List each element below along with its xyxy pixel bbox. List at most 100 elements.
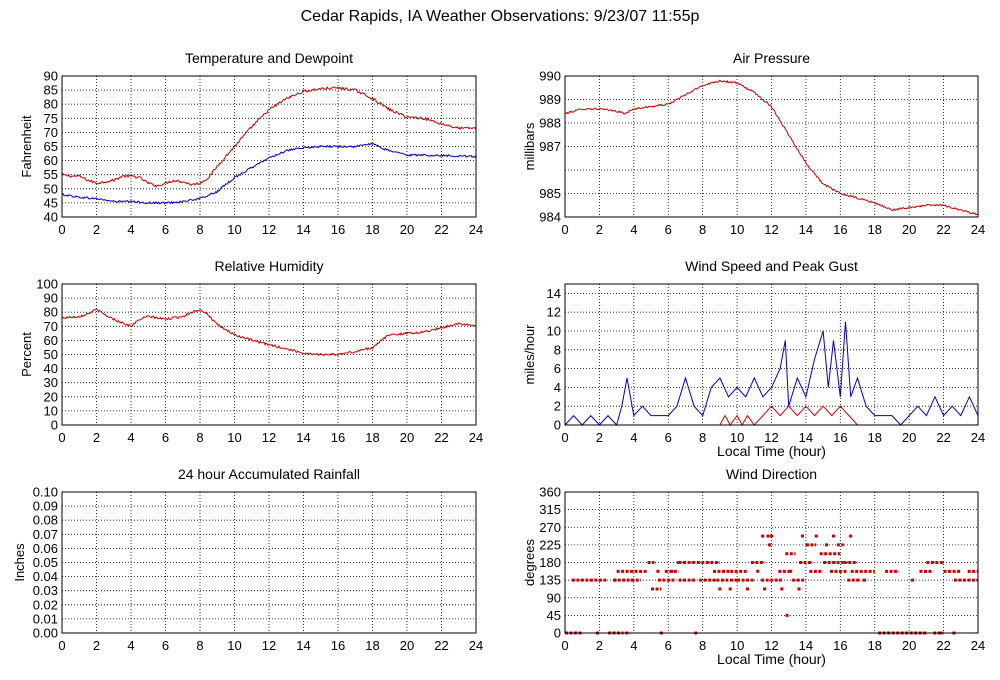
x-tick-label: 2 [596,222,603,237]
y-tick-label: 50 [44,181,58,196]
x-tick-label: 14 [799,222,813,237]
y-tick-label: 0.05 [33,555,58,570]
x-tick-label: 16 [331,222,345,237]
y-axis-label: miles/hour [522,324,537,385]
x-tick-label: 16 [833,430,847,445]
x-tick-label: 8 [196,638,203,653]
x-tick-label: 4 [630,222,637,237]
x-tick-label: 8 [699,638,706,653]
y-tick-label: 60 [44,333,58,348]
y-tick-label: 55 [44,167,58,182]
series-line [565,405,978,427]
y-tick-label: 987 [539,139,561,154]
y-tick-label: 180 [539,555,561,570]
plot-frame [61,283,477,426]
y-tick-label: 40 [44,361,58,376]
series-line [61,142,477,205]
y-tick-label: 315 [539,502,561,517]
y-tick-label: 50 [44,347,58,362]
x-tick-label: 20 [902,430,916,445]
direction-point [849,534,853,538]
y-tick-label: 0.08 [33,513,58,528]
y-tick-label: 0.06 [33,541,58,556]
x-tick-label: 22 [434,222,448,237]
x-tick-label: 22 [434,638,448,653]
y-tick-label: 0.03 [33,583,58,598]
direction-point [718,587,722,591]
x-tick-label: 20 [902,222,916,237]
direction-point [613,578,617,582]
direction-point [814,534,818,538]
x-tick-label: 8 [699,430,706,445]
x-tick-label: 0 [561,430,568,445]
y-tick-label: 984 [539,210,561,225]
x-tick-label: 4 [630,638,637,653]
series-line [564,79,979,216]
x-tick-label: 2 [93,430,100,445]
x-tick-label: 24 [971,638,985,653]
chart-title: Relative Humidity [215,258,324,274]
y-tick-label: 0.01 [33,611,58,626]
y-tick-label: 90 [547,590,561,605]
x-tick-label: 24 [971,430,985,445]
x-tick-label: 10 [730,430,744,445]
series-line [564,321,979,427]
direction-point [630,578,634,582]
direction-point [763,587,767,591]
y-tick-label: 70 [44,125,58,140]
y-tick-label: 225 [539,537,561,552]
chart-title: Wind Direction [726,466,817,482]
direction-point [770,534,773,538]
y-tick-label: 14 [547,286,561,301]
y-tick-label: 80 [44,305,58,320]
y-tick-label: 8 [554,342,561,357]
y-tick-label: 65 [44,139,58,154]
x-tick-label: 24 [971,222,985,237]
x-tick-label: 20 [400,430,414,445]
y-tick-label: 0 [554,418,561,433]
y-tick-label: 985 [539,186,561,201]
y-tick-label: 70 [44,319,58,334]
y-tick-label: 20 [44,389,58,404]
direction-point [862,578,866,582]
plot-frame [564,75,979,218]
x-tick-label: 10 [730,222,744,237]
y-axis-label: Inches [12,543,27,582]
y-tick-label: 10 [44,403,58,418]
y-tick-label: 90 [44,291,58,306]
y-axis-label: Percent [19,332,34,377]
x-tick-label: 4 [127,222,134,237]
x-tick-label: 12 [262,430,276,445]
y-tick-label: 988 [539,116,561,131]
y-tick-label: 30 [44,375,58,390]
x-tick-label: 14 [799,638,813,653]
x-tick-label: 10 [227,430,241,445]
y-tick-label: 80 [44,97,58,112]
direction-point [831,534,835,538]
x-axis-label: Local Time (hour) [717,651,826,667]
direction-point [785,613,789,617]
x-tick-label: 24 [469,430,483,445]
x-tick-label: 10 [730,638,744,653]
x-tick-label: 12 [764,638,778,653]
x-tick-label: 20 [902,638,916,653]
y-tick-label: 45 [547,608,561,623]
x-tick-label: 22 [936,222,950,237]
x-tick-label: 4 [630,430,637,445]
x-tick-label: 20 [400,222,414,237]
x-tick-label: 22 [936,638,950,653]
direction-point [800,534,804,538]
y-tick-label: 12 [547,305,561,320]
chart-title: Temperature and Dewpoint [185,50,353,66]
y-tick-label: 4 [554,380,561,395]
x-tick-label: 24 [469,638,483,653]
direction-point [756,569,760,573]
x-tick-label: 18 [365,638,379,653]
x-tick-label: 14 [296,222,310,237]
y-tick-label: 2 [554,399,561,414]
direction-point [766,534,770,538]
page-title: Cedar Rapids, IA Weather Observations: 9… [300,8,700,25]
direction-point [677,561,681,564]
